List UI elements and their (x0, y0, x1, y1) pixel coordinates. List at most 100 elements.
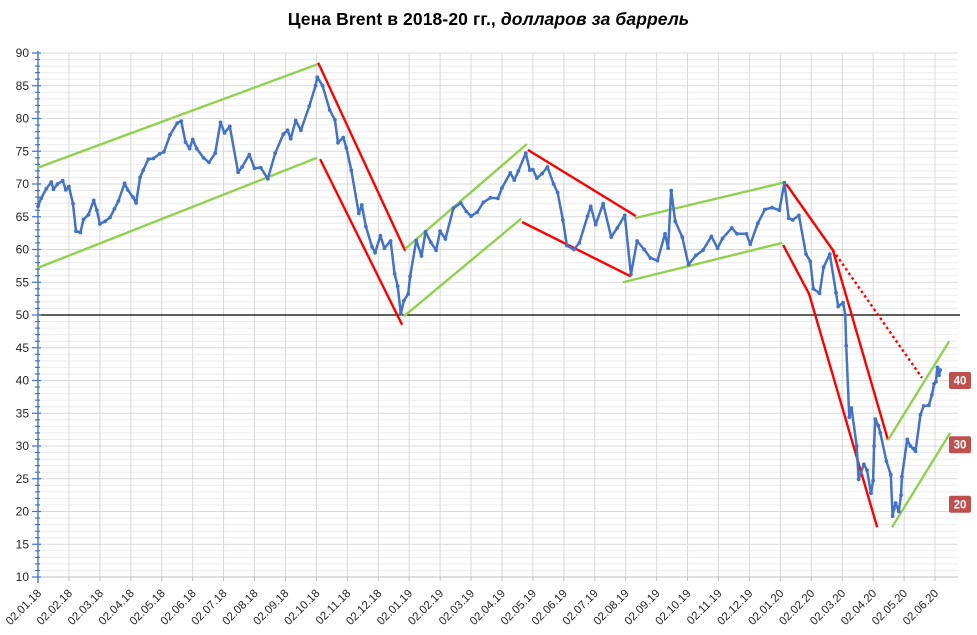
y-axis-label: 60 (16, 243, 30, 257)
price-marker (349, 168, 354, 173)
price-marker (500, 186, 504, 190)
price-marker (378, 233, 383, 238)
price-marker (770, 205, 774, 210)
price-marker (854, 444, 859, 448)
price-marker (512, 178, 517, 183)
price-marker (709, 234, 714, 239)
price-marker (265, 176, 270, 181)
price-marker (694, 253, 698, 258)
price-marker (873, 417, 878, 421)
price-marker (36, 204, 40, 209)
price-marker (555, 190, 560, 195)
price-marker (934, 379, 938, 384)
price-marker (841, 300, 845, 305)
price-marker (116, 199, 121, 203)
price-marker (535, 176, 539, 181)
trend-line-downtrend-2018-lower (319, 158, 404, 326)
price-marker (423, 229, 428, 234)
price-marker (218, 120, 223, 125)
price-marker (273, 151, 278, 156)
price-marker (786, 216, 791, 221)
price-marker (892, 507, 896, 511)
price-marker (175, 121, 180, 125)
price-marker (81, 217, 86, 222)
price-marker (91, 198, 96, 203)
price-marker (588, 204, 593, 209)
price-marker (78, 230, 83, 235)
price-marker (464, 209, 469, 214)
price-marker (151, 156, 156, 161)
price-marker (364, 224, 368, 229)
y-axis-label: 80 (16, 112, 30, 126)
price-marker (884, 459, 889, 463)
price-marker (51, 187, 56, 192)
price-marker (937, 373, 941, 378)
price-marker (890, 514, 895, 518)
y-axis-label: 40 (16, 374, 30, 388)
y-axis-label: 65 (16, 210, 30, 224)
price-marker (341, 135, 346, 140)
price-marker (336, 140, 340, 145)
price-marker (663, 231, 667, 236)
price-marker (585, 214, 590, 219)
price-marker (44, 186, 49, 191)
price-marker (878, 431, 883, 435)
price-marker (406, 292, 411, 296)
price-marker (134, 201, 139, 205)
price-marker (395, 284, 400, 289)
price-marker (516, 169, 521, 173)
y-axis-label: 70 (16, 177, 30, 191)
price-line (36, 75, 943, 518)
price-marker (458, 201, 463, 205)
price-marker (496, 196, 500, 201)
price-marker (593, 222, 598, 227)
price-marker (847, 415, 852, 420)
price-marker (527, 168, 532, 173)
price-marker (190, 137, 195, 142)
price-marker (392, 271, 397, 276)
y-axis-label: 45 (16, 341, 30, 355)
price-marker (183, 140, 188, 145)
price-marker (811, 286, 816, 291)
price-marker (601, 201, 605, 206)
trend-line-uptrend-2019-20-upper (634, 181, 784, 220)
chart-title-units: долларов за баррель (500, 9, 690, 29)
price-marker (382, 246, 387, 251)
price-marker (414, 238, 419, 243)
price-marker (629, 272, 633, 277)
price-marker (938, 368, 943, 372)
price-marker (475, 210, 480, 215)
y-axis-label: 90 (16, 46, 30, 60)
price-marker (777, 208, 782, 213)
y-axis-label: 15 (16, 537, 30, 551)
price-marker (930, 393, 934, 397)
price-marker (71, 201, 75, 206)
chart-title: Цена Brent в 2018-20 гг., долларов за ба… (0, 9, 977, 30)
trend-line-recovery-2020-upper (886, 340, 951, 441)
x-axis: 02.01.1802.02.1802.03.1802.04.1802.05.18… (4, 576, 958, 628)
price-marker (299, 128, 303, 133)
price-marker (288, 136, 293, 141)
price-marker (285, 128, 290, 133)
price-marker (876, 423, 881, 428)
price-marker (122, 181, 127, 186)
price-marker (821, 265, 826, 270)
level-badge-20 (949, 495, 971, 513)
y-axis: 10 15 20 25 30 35 40 45 50 55 60 65 70 75 80 85 90 (16, 46, 41, 584)
price-marker (356, 211, 361, 216)
price-marker (790, 218, 795, 222)
price-marker (871, 478, 875, 483)
price-marker (315, 75, 320, 80)
price-marker (60, 178, 65, 183)
price-marker (918, 412, 923, 417)
price-marker (131, 195, 135, 200)
price-marker (896, 509, 901, 514)
level-badges: 40 30 20 (949, 372, 971, 513)
price-marker (926, 403, 931, 408)
price-marker (720, 236, 725, 241)
price-marker (428, 240, 433, 245)
price-marker (373, 250, 377, 255)
price-marker (359, 203, 364, 207)
price-marker (74, 229, 78, 234)
